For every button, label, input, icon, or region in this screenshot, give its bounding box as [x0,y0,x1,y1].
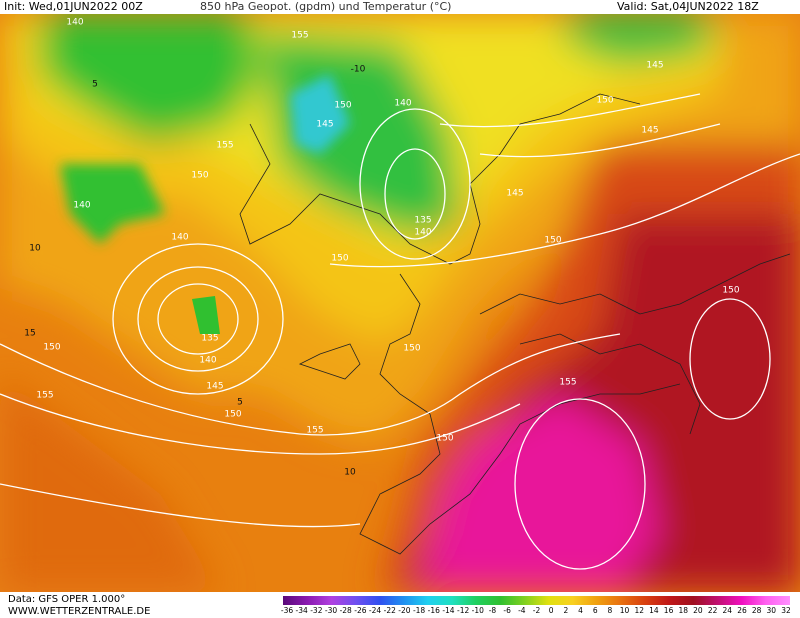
geopotential-label: 150 [43,343,60,353]
colorbar-label: 16 [663,606,674,615]
geopotential-label: 155 [559,378,576,388]
colorbar-label: 32 [781,606,791,615]
geopotential-label: 145 [506,189,523,199]
colorbar-label: 30 [766,606,777,615]
colorbar-label: -6 [503,606,511,615]
colorbar-label: -16 [427,606,440,615]
colorbar-label: 28 [751,606,762,615]
geopotential-label: 150 [224,410,241,420]
geopotential-label: 150 [596,96,613,106]
colorbar-label: 26 [737,606,747,615]
colorbar-label: -28 [339,606,352,615]
colorbar-label: -32 [310,606,323,615]
site: WWW.WETTERZENTRALE.DE [8,606,151,617]
geopotential-label: 145 [316,120,333,130]
geopotential-label: 140 [394,99,411,109]
colorbar-label: -18 [412,606,426,615]
map-title: 850 hPa Geopot. (gpdm) und Temperatur (°… [200,0,452,13]
geopotential-label: 155 [306,426,323,436]
geopotential-label: 150 [722,286,739,296]
colorbar-label: -26 [354,606,367,615]
colorbar-label: -4 [518,606,526,615]
geopotential-label: 135 [201,334,218,344]
geopotential-label: 145 [646,61,663,71]
geopotential-contours [0,93,800,570]
geopotential-label: 150 [544,236,561,246]
geopotential-label: 150 [191,171,208,181]
colorbar-label: 22 [707,606,718,615]
colorbar-label: -14 [442,606,455,615]
colorbar-label: 24 [722,606,733,615]
colorbar-label: -2 [532,606,541,615]
geopotential-label: 135 [414,216,431,226]
colorbar-label: -22 [383,606,396,615]
geopotential-label: 145 [206,382,223,392]
colorbar-label: -34 [295,606,308,615]
colorbar-label: -10 [471,606,484,615]
geopotential-label: 150 [334,101,351,111]
colorbar-label: 6 [592,606,598,615]
header: Init: Wed,01JUN2022 00Z 850 hPa Geopot. … [0,0,800,14]
colorbar-label: 12 [634,606,645,615]
geopotential-label: 140 [66,18,83,28]
colorbar-label: -20 [398,606,411,615]
geopotential-label: 155 [291,31,308,41]
colorbar-label: -12 [456,606,470,615]
temperature-label: 10 [29,244,41,254]
colorbar-label: 20 [693,606,703,615]
colorbar [283,596,790,605]
colorbar-label: -30 [324,606,338,615]
temperature-label: 15 [24,329,35,339]
geopotential-label: 140 [199,356,216,366]
temperature-label: 5 [237,398,243,408]
colorbar-label: 0 [548,606,554,615]
geopotential-label: 140 [73,201,90,211]
colorbar-label: 4 [578,606,583,615]
footer: Data: GFS OPER 1.000° WWW.WETTERZENTRALE… [0,592,800,618]
geopotential-label: 155 [36,391,53,401]
temperature-label: -10 [351,65,366,75]
geopotential-label: 140 [414,228,431,238]
valid-time: Valid: Sat,04JUN2022 18Z [617,0,759,13]
colorbar-label: -24 [368,606,382,615]
geopotential-label: 145 [641,126,658,136]
geopotential-label: 150 [331,254,348,264]
geopotential-label: 140 [171,233,188,243]
data-source: Data: GFS OPER 1.000° [8,594,126,605]
colorbar-label: -36 [280,606,294,615]
init-time: Init: Wed,01JUN2022 00Z [4,0,143,13]
geopotential-label: 150 [403,344,420,354]
colorbar-label: 18 [678,606,689,615]
colorbar-label: 2 [563,606,569,615]
colorbar-label: 14 [649,606,659,615]
temperature-label: 5 [92,80,98,90]
colorbar-label: -8 [488,606,497,615]
colorbar-labels: -36 -34 -32 -30 -28 -26 -24 -22 -20 -18 -16 -14 -12-… [280,606,791,616]
colorbar-label: 8 [607,606,613,615]
colorbar-label: 10 [619,606,630,615]
temperature-label: 10 [344,468,356,478]
geopotential-label: 155 [216,141,233,151]
geopotential-label: 150 [436,434,453,444]
